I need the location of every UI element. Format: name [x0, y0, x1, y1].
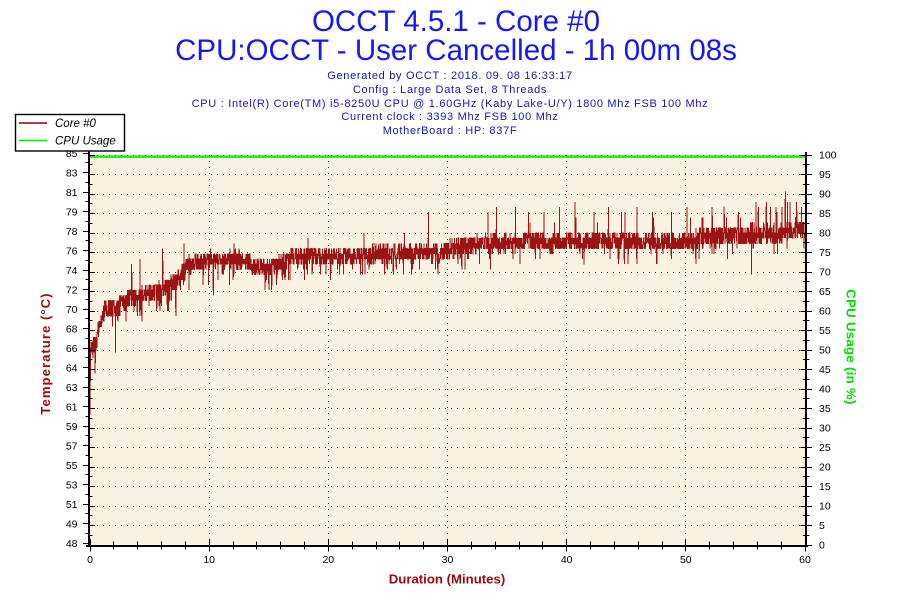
svg-text:40: 40 — [819, 384, 831, 396]
svg-text:65: 65 — [819, 286, 831, 298]
svg-text:35: 35 — [819, 403, 831, 415]
svg-text:Core #0: Core #0 — [55, 118, 97, 130]
svg-text:95: 95 — [819, 169, 831, 181]
svg-text:80: 80 — [819, 228, 831, 240]
svg-text:70: 70 — [819, 267, 831, 279]
svg-text:Temperature (°C): Temperature (°C) — [38, 292, 53, 414]
svg-text:83: 83 — [66, 168, 78, 180]
svg-text:85: 85 — [66, 148, 78, 160]
svg-text:CPU Usage (in %): CPU Usage (in %) — [844, 289, 859, 404]
svg-text:50: 50 — [819, 345, 831, 357]
svg-text:25: 25 — [819, 442, 831, 454]
svg-text:55: 55 — [66, 460, 78, 472]
svg-text:30: 30 — [442, 554, 454, 566]
svg-text:78: 78 — [66, 226, 78, 238]
svg-text:74: 74 — [66, 265, 78, 277]
svg-text:76: 76 — [66, 246, 78, 258]
svg-text:48: 48 — [66, 538, 78, 550]
svg-text:85: 85 — [819, 208, 831, 220]
svg-text:15: 15 — [819, 481, 831, 493]
svg-text:50: 50 — [680, 554, 692, 566]
svg-text:CPU Usage: CPU Usage — [55, 136, 116, 148]
svg-text:60: 60 — [819, 306, 831, 318]
svg-text:79: 79 — [66, 207, 78, 219]
svg-text:59: 59 — [66, 421, 78, 433]
svg-text:63: 63 — [66, 382, 78, 394]
svg-text:100: 100 — [819, 150, 837, 162]
svg-text:66: 66 — [66, 343, 78, 355]
svg-text:30: 30 — [819, 423, 831, 435]
svg-text:40: 40 — [561, 554, 573, 566]
svg-text:10: 10 — [819, 501, 831, 513]
svg-text:51: 51 — [66, 499, 78, 511]
svg-text:0: 0 — [819, 540, 825, 552]
svg-text:64: 64 — [66, 363, 78, 375]
svg-text:55: 55 — [819, 325, 831, 337]
svg-text:60: 60 — [799, 554, 811, 566]
svg-text:53: 53 — [66, 480, 78, 492]
svg-text:57: 57 — [66, 441, 78, 453]
svg-text:5: 5 — [819, 520, 825, 532]
svg-text:68: 68 — [66, 324, 78, 336]
svg-text:0: 0 — [87, 554, 93, 566]
svg-text:70: 70 — [66, 304, 78, 316]
svg-text:75: 75 — [819, 247, 831, 259]
svg-text:10: 10 — [203, 554, 215, 566]
svg-text:81: 81 — [66, 187, 78, 199]
svg-text:Duration (Minutes): Duration (Minutes) — [389, 572, 505, 587]
svg-text:49: 49 — [66, 519, 78, 531]
svg-text:20: 20 — [322, 554, 334, 566]
svg-text:90: 90 — [819, 189, 831, 201]
svg-text:72: 72 — [66, 285, 78, 297]
svg-text:45: 45 — [819, 364, 831, 376]
svg-text:61: 61 — [66, 402, 78, 414]
svg-text:20: 20 — [819, 462, 831, 474]
